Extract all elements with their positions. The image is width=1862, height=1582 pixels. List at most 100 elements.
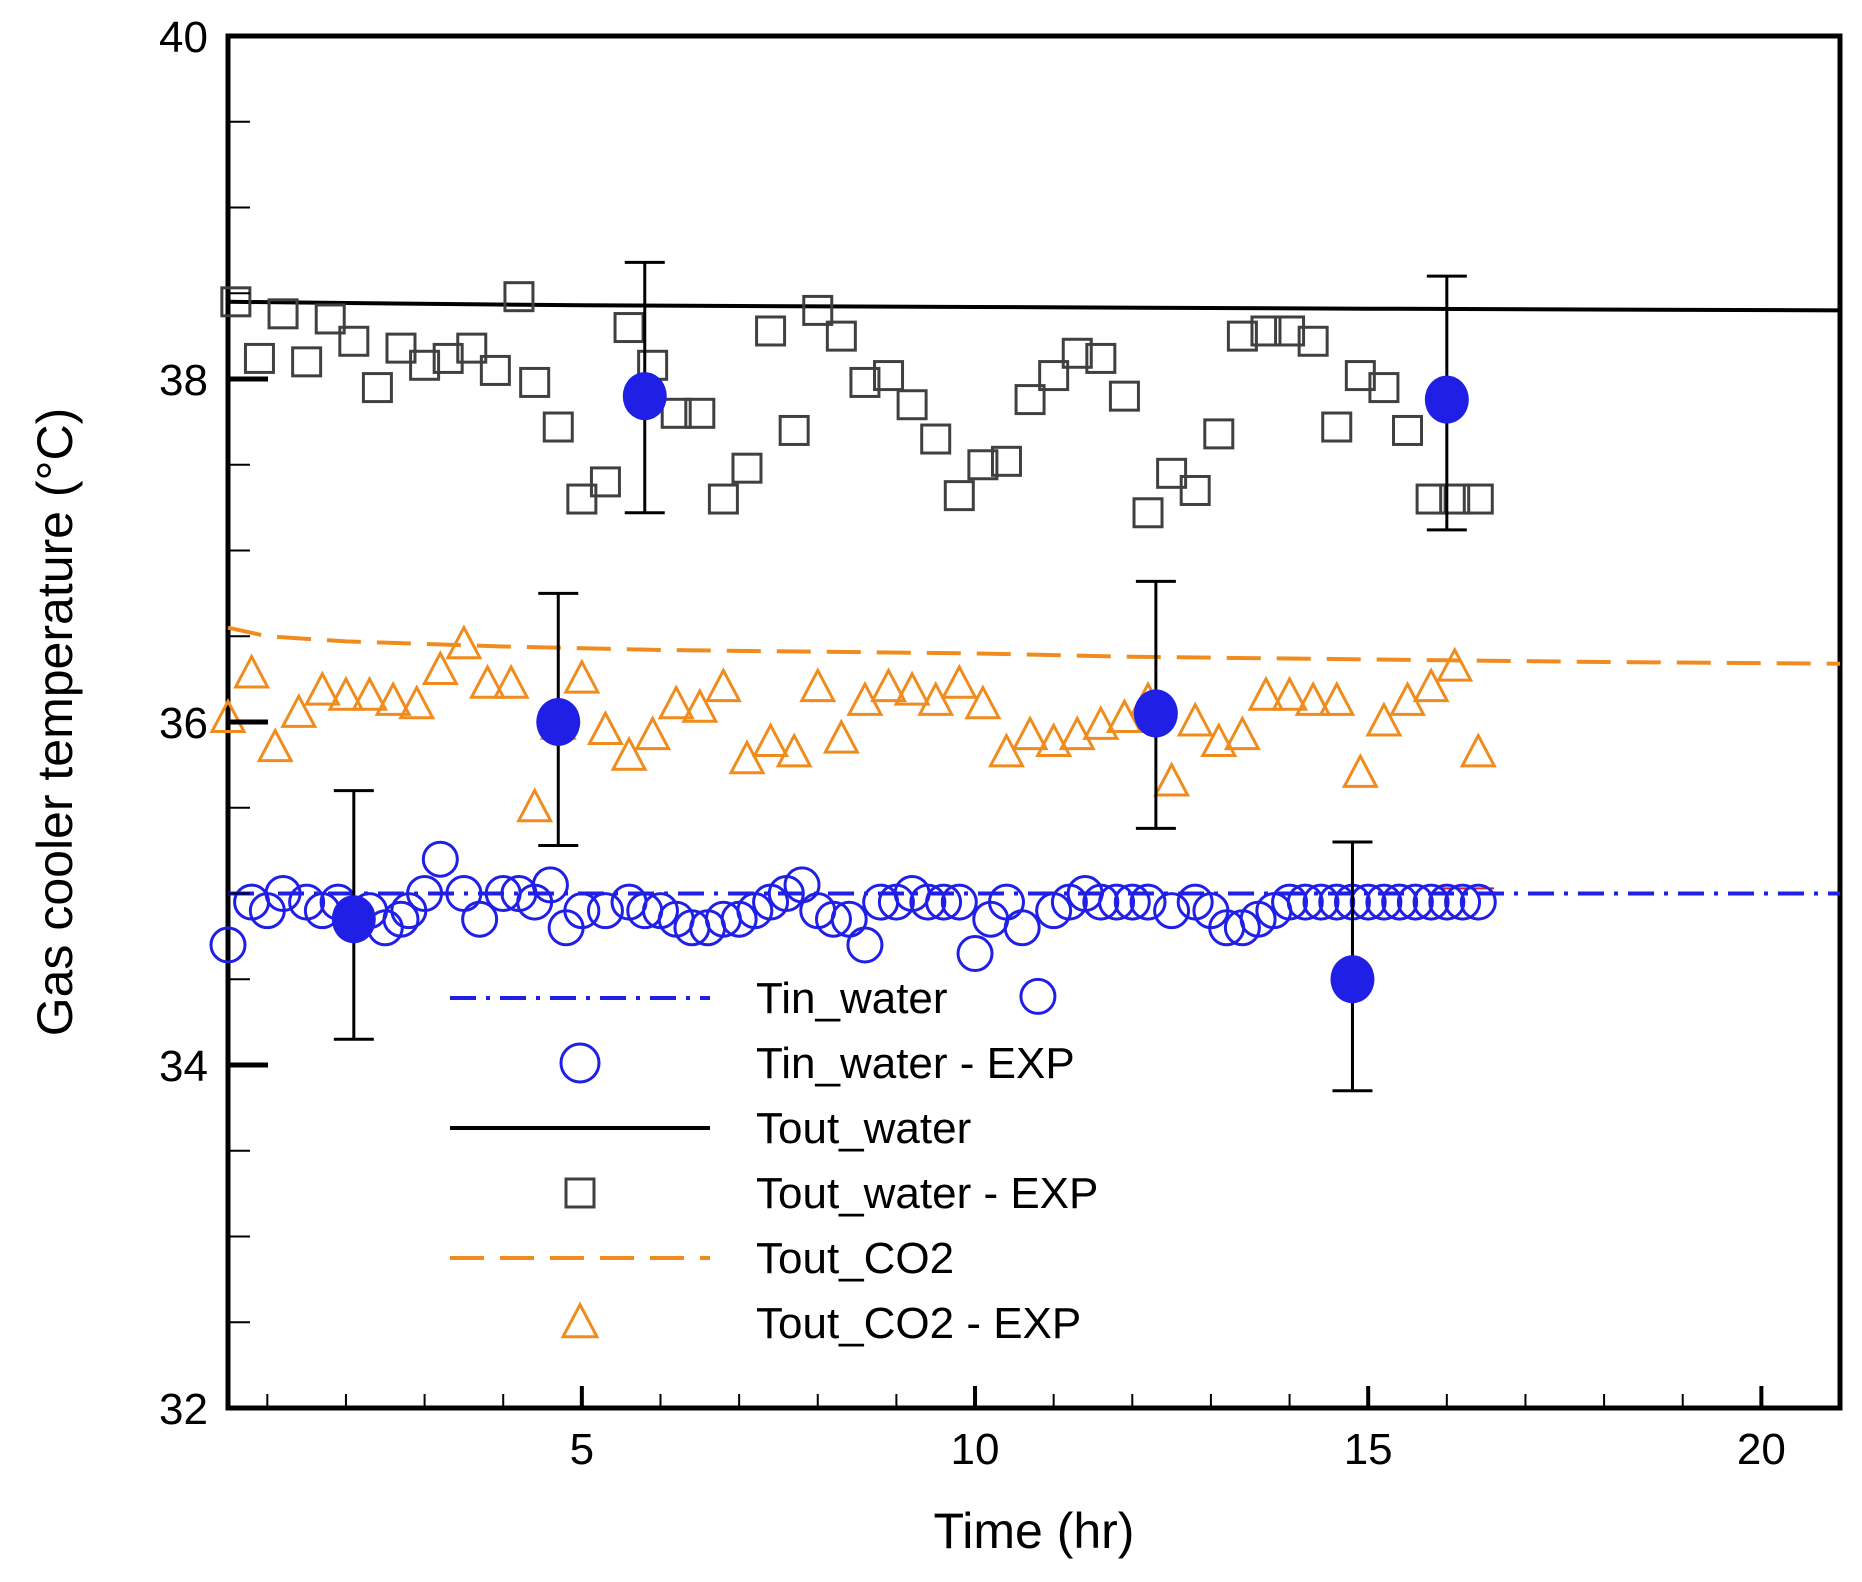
tin-water-exp-point <box>1129 883 1167 921</box>
tout-co2-exp-point <box>280 692 318 728</box>
tout-co2-exp-point <box>351 675 389 711</box>
tout-co2-exp-point <box>964 684 1002 720</box>
tout-water-exp-point <box>220 286 252 318</box>
tout-water-exp-point <box>1179 474 1211 506</box>
tout-co2-exp-point <box>1176 701 1214 737</box>
tout-water-exp-point <box>1085 342 1117 374</box>
tout-co2-exp-point <box>1223 715 1261 751</box>
tout-water-exp-point <box>1462 483 1494 515</box>
tout-co2-exp-point <box>1035 722 1073 758</box>
tin-water-exp-point <box>421 840 459 878</box>
tout-water-exp-point <box>920 423 952 455</box>
y-tick-label: 32 <box>159 1385 208 1434</box>
tin-water-exp-point <box>1459 883 1497 921</box>
tout-water-exp-point <box>519 366 551 398</box>
tin-water-exp-point <box>956 935 994 973</box>
series-line-tout-water <box>227 299 1841 313</box>
tin-water-exp-point <box>382 900 420 938</box>
tout-water-exp-point <box>542 411 574 443</box>
mean-point <box>1133 689 1178 738</box>
tout-co2-exp-point <box>492 663 530 699</box>
x-axis-title: Time (hr) <box>934 1503 1135 1559</box>
tin-water-exp-point <box>1098 883 1136 921</box>
legend-label: Tout_water <box>756 1104 971 1153</box>
legend-label: Tout_CO2 <box>756 1234 954 1283</box>
tout-water-exp-point <box>409 349 441 381</box>
tout-water-exp-point <box>1250 315 1282 347</box>
tout-water-exp-point <box>943 480 975 512</box>
axis-ticks: 5 10 15 20 32 34 36 38 40 <box>159 13 1841 1474</box>
tin-water-exp-point <box>846 926 884 964</box>
y-tick-label: 36 <box>159 699 208 748</box>
tin-water-exp-point <box>406 875 444 912</box>
tin-water-exp-point <box>1271 883 1309 921</box>
legend-label: Tout_CO2 - EXP <box>756 1299 1081 1348</box>
tout-water-exp-point <box>503 281 535 313</box>
tout-co2-exp-point <box>657 684 695 720</box>
tout-water-exp-point <box>1132 497 1164 529</box>
tout-water-exp-point <box>1014 384 1046 416</box>
tout-co2-exp-point <box>469 663 506 699</box>
tout-co2-exp-point <box>987 732 1025 768</box>
tin-water-exp-point <box>1365 883 1403 921</box>
tin-water-exp-point <box>1428 883 1466 921</box>
tin-water-exp-point <box>1153 892 1191 930</box>
tin-water-exp-point <box>531 866 569 904</box>
legend-swatch-circle <box>559 1042 601 1084</box>
tout-water-exp-point <box>802 294 834 326</box>
legend-item-co2-line: Tout_CO2 <box>450 1234 954 1283</box>
tout-co2-exp-point <box>1341 752 1379 788</box>
tout-co2-exp-point <box>1459 732 1497 768</box>
tout-water-exp-point <box>566 483 598 515</box>
tout-co2-exp-point <box>799 667 837 703</box>
tin-water-exp-point <box>264 875 302 912</box>
mean-point <box>536 698 581 746</box>
tout-co2-exp-point <box>1058 715 1096 751</box>
mean-point <box>1424 375 1469 424</box>
tout-water-exp-point <box>755 315 787 347</box>
legend-item-tout-line: Tout_water <box>450 1104 971 1153</box>
x-tick-label: 20 <box>1737 1425 1786 1474</box>
tout-water-exp-point <box>967 449 999 481</box>
legend-label: Tin_water <box>756 974 948 1023</box>
x-tick-label: 5 <box>570 1425 594 1474</box>
tout-water-exp-point <box>1392 414 1424 446</box>
tout-co2-exp-point <box>870 667 908 703</box>
y-axis-title: Gas cooler temperature (°C) <box>27 408 83 1037</box>
tout-water-exp-point <box>849 366 881 398</box>
tout-water-exp-point <box>243 342 275 374</box>
tout-water-exp-point <box>291 346 323 378</box>
tout-water-exp-point <box>479 354 511 386</box>
tout-co2-exp-point <box>1318 680 1356 716</box>
tin-water-exp-point <box>1381 883 1419 921</box>
legend-item-tout-exp: Tout_water - EXP <box>564 1169 1098 1218</box>
tout-co2-exp-point <box>563 658 601 694</box>
tout-co2-exp-point <box>1105 698 1143 734</box>
tout-water-exp-point <box>684 397 716 429</box>
tout-water-exp-point <box>385 332 417 364</box>
x-tick-label: 15 <box>1344 1425 1393 1474</box>
x-tick-label: 10 <box>951 1425 1000 1474</box>
tout-water-exp-point <box>873 360 905 392</box>
tout-water-exp-point <box>825 320 857 352</box>
tout-co2-exp-point <box>1247 675 1285 711</box>
tout-water-exp-point <box>778 414 810 446</box>
tin-water-exp-point <box>1286 883 1324 921</box>
tout-co2-exp-point <box>1271 675 1309 711</box>
tin-water-exp-point <box>909 883 947 921</box>
mean-point <box>622 372 667 421</box>
series-line-tout-co2 <box>227 625 1841 666</box>
tout-water-exp-point <box>267 298 299 330</box>
tin-water-exp-point <box>586 892 624 930</box>
tout-water-exp-point <box>1156 457 1188 489</box>
tout-co2-exp-point <box>1153 761 1191 797</box>
legend-label: Tout_water - EXP <box>756 1169 1098 1218</box>
tin-water-exp-point <box>1444 883 1482 921</box>
tout-co2-exp-point <box>586 710 624 746</box>
legend: Tin_water Tin_water - EXP Tout_water Tout_w… <box>450 974 1098 1348</box>
tout-co2-exp-point <box>233 653 271 689</box>
tout-water-exp-point <box>1321 411 1353 443</box>
tout-co2-exp-point <box>610 735 648 771</box>
tout-co2-exp-point <box>704 667 742 703</box>
